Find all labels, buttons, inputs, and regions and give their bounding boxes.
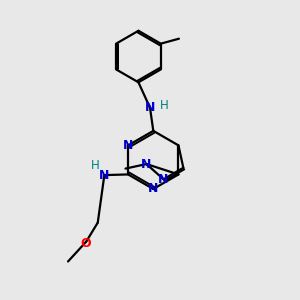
Text: N: N xyxy=(99,169,110,182)
Text: O: O xyxy=(80,237,91,250)
Text: H: H xyxy=(160,99,168,112)
Text: N: N xyxy=(158,173,169,186)
Text: N: N xyxy=(123,139,133,152)
Text: N: N xyxy=(141,158,152,170)
Text: N: N xyxy=(145,101,155,114)
Text: H: H xyxy=(91,159,100,172)
Text: N: N xyxy=(148,182,158,195)
